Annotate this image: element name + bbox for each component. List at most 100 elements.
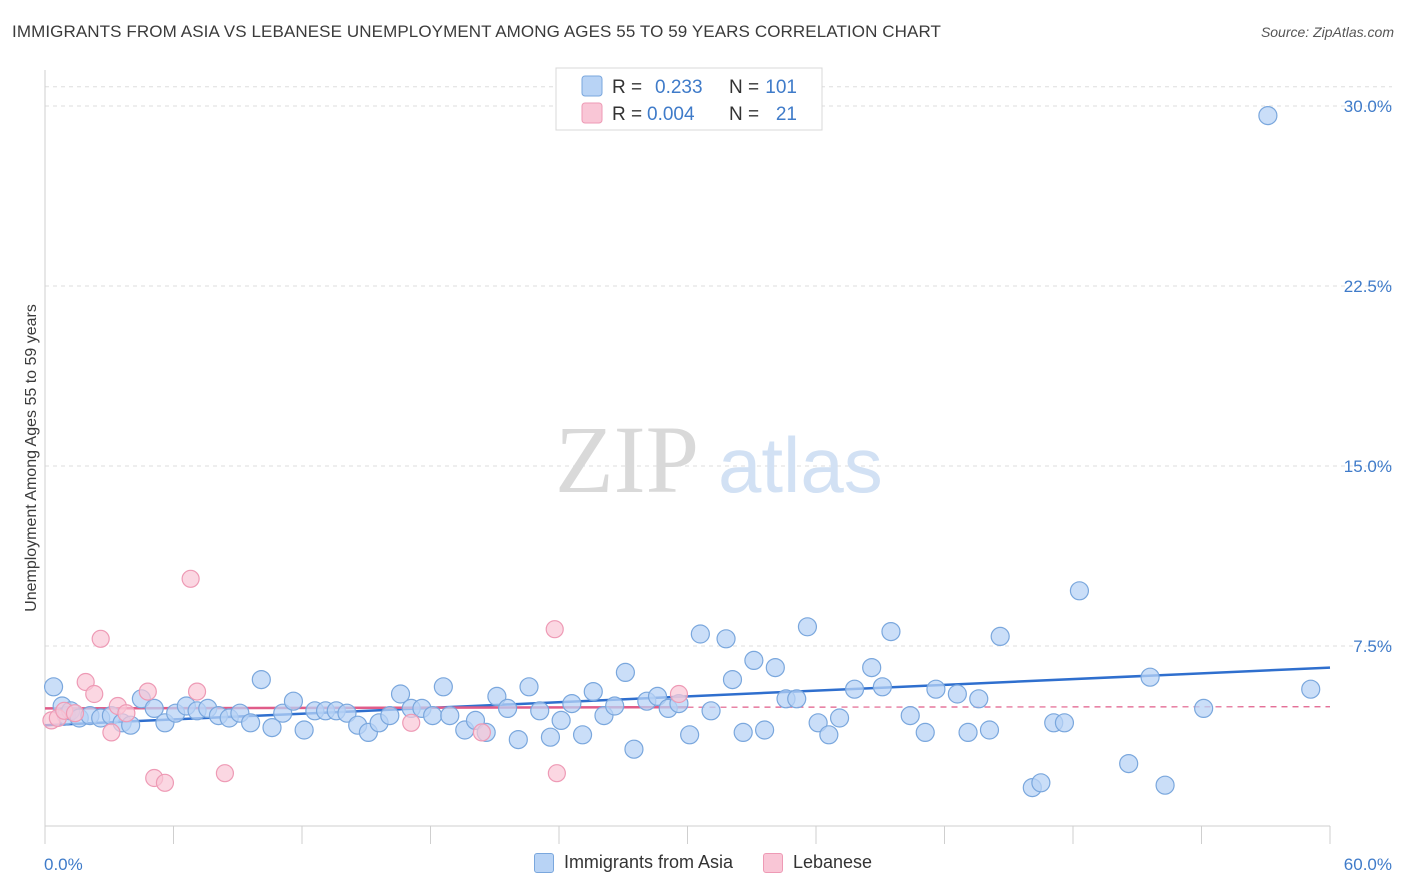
asia-point	[1140, 667, 1160, 687]
legend-label-lebanese: Lebanese	[792, 852, 873, 872]
legend-swatch-asia	[581, 75, 603, 97]
asia-point	[829, 708, 850, 728]
asia-point	[1069, 581, 1090, 601]
watermark: ZIP atlas	[555, 406, 883, 513]
legend-box: R = 0.233 N = 101 R = 0.004 N = 21	[555, 67, 823, 131]
asia-point	[390, 684, 411, 704]
asia-point	[701, 701, 721, 721]
source-label[interactable]: Source: ZipAtlas.com	[1260, 24, 1394, 40]
asia-point	[1301, 679, 1321, 699]
lebanese-point	[547, 764, 566, 783]
asia-point	[605, 696, 625, 716]
x-tick-min: 0.0%	[44, 855, 83, 874]
asia-point	[722, 669, 743, 690]
asia-point	[241, 713, 261, 733]
asia-point	[862, 657, 882, 678]
asia-point	[926, 679, 946, 699]
lebanese-point	[187, 682, 207, 701]
asia-point	[433, 677, 453, 697]
asia-point	[615, 662, 635, 683]
asia-point	[958, 722, 978, 743]
asia-point	[716, 629, 736, 649]
asia-point	[572, 725, 593, 745]
y-tick-labels: 7.5% 15.0% 22.5% 30.0%	[1344, 97, 1392, 656]
lebanese-point	[181, 569, 200, 588]
legend-swatch-lebanese	[581, 102, 603, 124]
asia-point	[519, 677, 539, 697]
legend-r-label-lebanese: R =	[612, 104, 642, 125]
asia-point	[819, 725, 839, 745]
watermark-zip: ZIP	[555, 406, 699, 513]
y-tick-label: 15.0%	[1344, 457, 1392, 476]
lebanese-point	[545, 620, 564, 639]
lebanese-point	[155, 773, 175, 792]
chart-title: IMMIGRANTS FROM ASIA VS LEBANESE UNEMPLO…	[12, 22, 942, 41]
asia-point	[733, 722, 753, 743]
asia-point	[990, 626, 1010, 647]
legend-item-asia[interactable]: Immigrants from Asia	[533, 852, 733, 873]
legend-r-label-asia: R =	[612, 77, 642, 98]
legend-item-lebanese[interactable]: Lebanese	[762, 852, 873, 873]
asia-point	[551, 710, 571, 731]
asia-point	[744, 650, 764, 671]
asia-point	[900, 705, 920, 726]
asia-point	[508, 729, 528, 750]
asia-point	[1119, 753, 1139, 774]
y-tick-label: 7.5%	[1353, 637, 1392, 656]
lebanese-point	[402, 713, 421, 732]
asia-point	[690, 624, 710, 644]
lebanese-point	[91, 629, 110, 648]
asia-point	[624, 739, 644, 759]
asia-point	[844, 679, 865, 699]
watermark-atlas: atlas	[718, 421, 883, 509]
asia-point	[562, 693, 582, 714]
asia-point	[1194, 698, 1214, 719]
legend-r-value-lebanese: 0.004	[647, 104, 695, 125]
lebanese-point	[215, 764, 234, 783]
lebanese-point	[117, 704, 136, 723]
legend-n-value-asia: 101	[765, 77, 797, 98]
legend-swatch-lebanese-bottom	[762, 852, 783, 873]
legend-n-label-lebanese: N =	[729, 104, 759, 125]
asia-point	[283, 691, 304, 711]
asia-point	[440, 705, 460, 726]
asia-point	[251, 669, 271, 690]
asia-point	[754, 720, 775, 740]
asia-point	[144, 698, 164, 719]
asia-point	[808, 713, 828, 733]
asia-point	[947, 684, 967, 704]
asia-point	[294, 720, 314, 740]
legend-n-value-lebanese: 21	[776, 104, 797, 125]
asia-point	[915, 722, 935, 743]
asia-point	[498, 698, 518, 719]
asia-point	[530, 701, 550, 721]
lebanese-point	[138, 682, 157, 701]
data-points	[42, 105, 1321, 798]
legend-n-label-asia: N =	[729, 77, 759, 98]
y-tick-label: 22.5%	[1344, 277, 1392, 296]
x-tick-max: 60.0%	[1344, 855, 1392, 874]
asia-point	[647, 686, 668, 707]
asia-point	[1054, 713, 1075, 733]
asia-point	[337, 703, 357, 723]
asia-point	[680, 725, 700, 745]
asia-point	[487, 686, 507, 707]
asia-point	[43, 677, 64, 697]
lebanese-point	[65, 704, 85, 723]
asia-point	[797, 617, 818, 637]
asia-point	[969, 689, 989, 709]
asia-point	[787, 689, 807, 709]
asia-point	[1258, 105, 1278, 126]
legend-label-asia: Immigrants from Asia	[563, 852, 733, 872]
lebanese-point	[85, 684, 104, 704]
asia-point	[765, 657, 785, 678]
asia-point	[540, 727, 561, 747]
asia-point	[1031, 773, 1051, 793]
asia-point	[979, 720, 1000, 740]
asia-point	[1155, 775, 1175, 795]
bottom-legend: Immigrants from Asia Lebanese	[0, 852, 1406, 873]
axes	[44, 70, 1331, 844]
lebanese-point	[669, 684, 689, 704]
grid-lines	[45, 86, 1392, 647]
